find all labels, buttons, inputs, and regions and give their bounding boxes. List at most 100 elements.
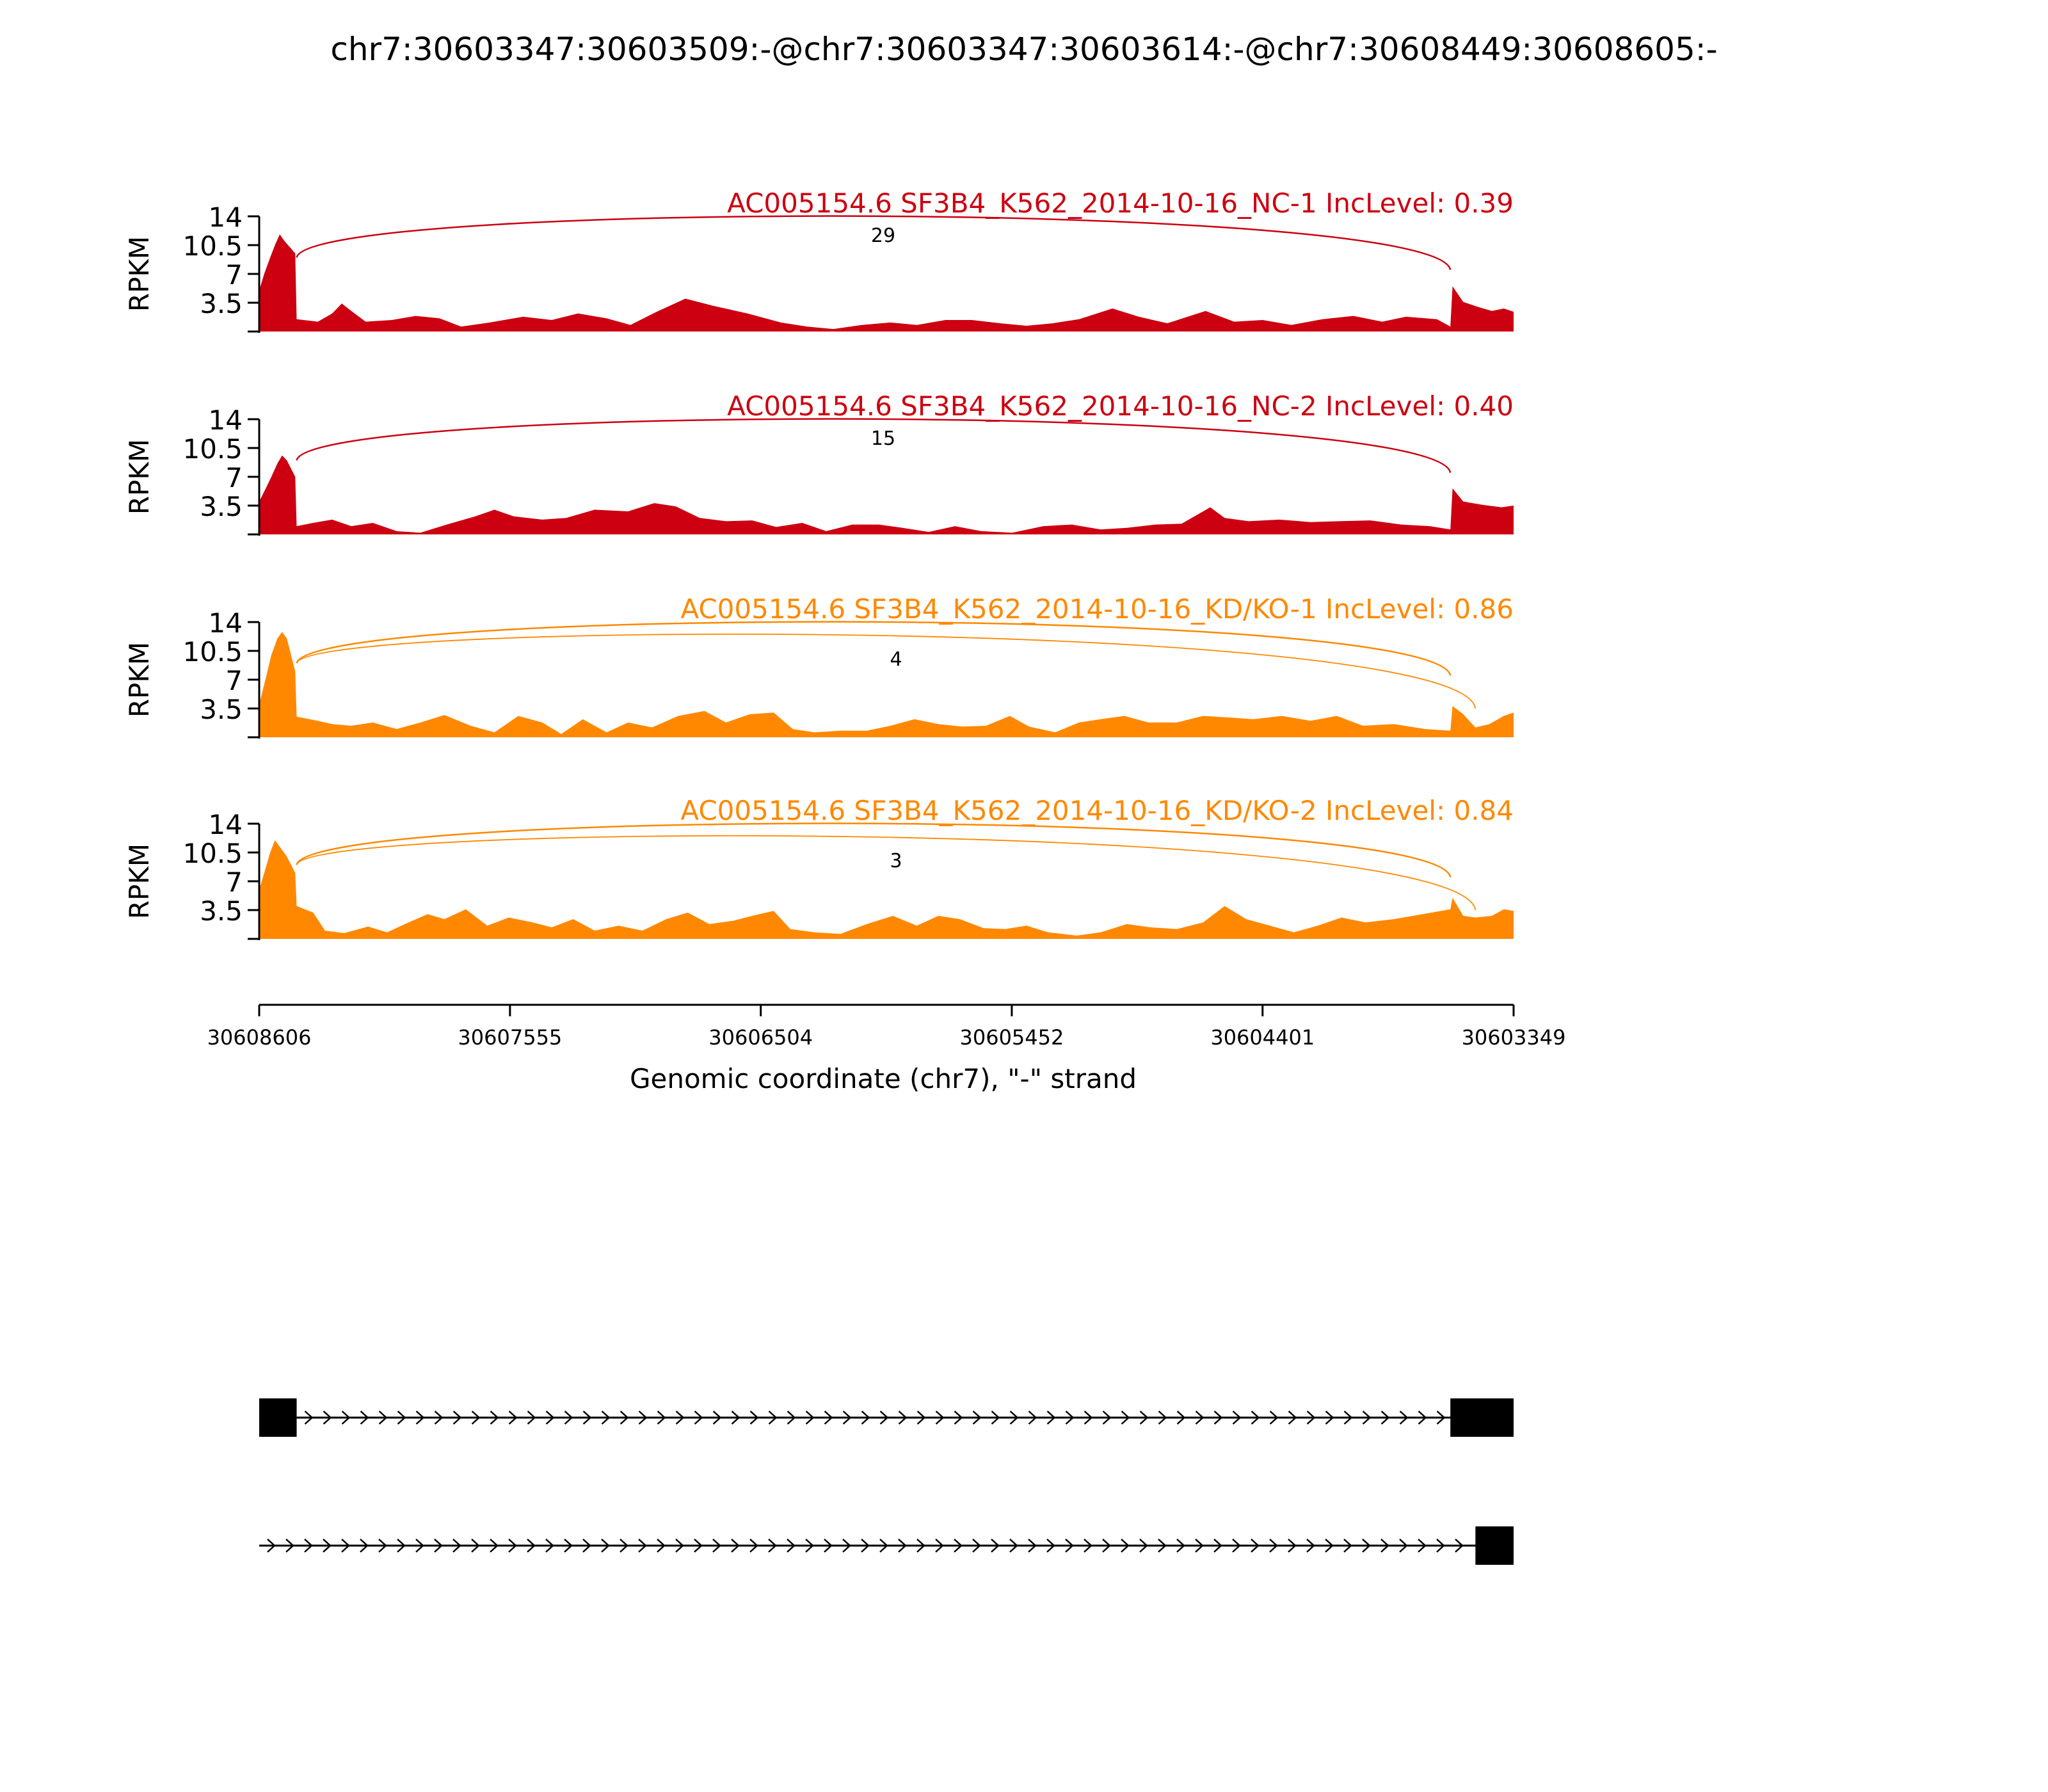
strand-arrow	[1158, 1411, 1167, 1425]
strand-arrow	[1232, 1539, 1241, 1553]
strand-arrow	[1139, 1411, 1149, 1425]
strand-arrow	[1325, 1539, 1334, 1553]
y-tick-label: 3.5	[200, 694, 243, 725]
strand-arrow	[1251, 1411, 1260, 1425]
strand-arrow	[749, 1539, 758, 1553]
junction-count: 29	[871, 225, 895, 247]
strand-arrow	[304, 1411, 314, 1425]
y-axis-label: RPKM	[124, 642, 155, 717]
strand-arrow	[972, 1539, 981, 1553]
strand-arrow	[694, 1411, 703, 1425]
y-axis-label: RPKM	[124, 236, 155, 312]
strand-arrow	[1158, 1539, 1167, 1553]
strand-arrow	[1065, 1539, 1074, 1553]
strand-arrow	[341, 1411, 351, 1425]
strand-arrow	[1306, 1411, 1316, 1425]
strand-arrow	[1288, 1539, 1297, 1553]
coverage-area	[259, 840, 1514, 939]
strand-arrow	[545, 1411, 555, 1425]
strand-arrow	[397, 1539, 406, 1553]
strand-arrow	[1269, 1539, 1278, 1553]
x-tick-label: 30606504	[708, 1025, 813, 1050]
strand-arrow	[1028, 1411, 1037, 1425]
strand-arrow	[601, 1539, 610, 1553]
strand-arrow	[638, 1411, 648, 1425]
strand-arrow	[768, 1539, 777, 1553]
strand-arrow	[1288, 1411, 1297, 1425]
strand-arrow	[787, 1539, 796, 1553]
junction-arc	[296, 835, 1476, 911]
strand-arrow	[898, 1411, 908, 1425]
strand-arrow	[620, 1411, 629, 1425]
junction-count: 15	[871, 428, 895, 450]
strand-arrow	[1121, 1539, 1130, 1553]
strand-arrow	[842, 1539, 851, 1553]
strand-arrow	[1343, 1411, 1353, 1425]
strand-arrow	[879, 1539, 888, 1553]
strand-arrow	[415, 1539, 424, 1553]
strand-arrow	[415, 1411, 425, 1425]
strand-arrow	[360, 1411, 369, 1425]
strand-arrow	[991, 1539, 1000, 1553]
x-tick-label: 30603349	[1462, 1025, 1566, 1050]
strand-arrow	[805, 1539, 814, 1553]
y-tick-label: 14	[209, 809, 243, 840]
strand-arrow	[749, 1411, 759, 1425]
strand-arrow	[861, 1539, 870, 1553]
strand-arrow	[434, 1539, 443, 1553]
y-axis-label: RPKM	[124, 439, 155, 515]
strand-arrow	[1121, 1411, 1130, 1425]
strand-arrow	[1269, 1411, 1279, 1425]
strand-arrow	[972, 1411, 982, 1425]
strand-arrow	[787, 1411, 796, 1425]
strand-arrow	[731, 1539, 740, 1553]
x-tick-label: 30604401	[1210, 1025, 1315, 1050]
strand-arrow	[1213, 1539, 1222, 1553]
strand-arrow	[1399, 1411, 1409, 1425]
y-tick-label: 3.5	[200, 288, 243, 319]
strand-arrow	[1436, 1411, 1446, 1425]
strand-arrow	[1084, 1411, 1093, 1425]
strand-arrow	[1213, 1411, 1223, 1425]
strand-arrow	[582, 1411, 592, 1425]
strand-arrow	[954, 1539, 963, 1553]
y-tick-label: 14	[209, 404, 243, 436]
junction-count: 4	[890, 648, 902, 671]
coverage-area	[259, 455, 1514, 534]
strand-arrow	[1418, 1539, 1427, 1553]
strand-arrow	[731, 1411, 740, 1425]
strand-arrow	[1195, 1411, 1204, 1425]
strand-arrow	[935, 1539, 944, 1553]
strand-arrow	[1046, 1539, 1055, 1553]
y-tick-label: 10.5	[182, 636, 243, 668]
strand-arrow	[1009, 1411, 1019, 1425]
junction-arc	[296, 621, 1452, 676]
strand-arrow	[824, 1539, 833, 1553]
strand-arrow	[508, 1411, 518, 1425]
strand-arrow	[434, 1411, 444, 1425]
strand-arrow	[378, 1411, 388, 1425]
strand-arrow	[508, 1539, 517, 1553]
x-tick-label: 30608606	[207, 1025, 312, 1050]
strand-arrow	[916, 1539, 925, 1553]
strand-arrow	[1102, 1539, 1111, 1553]
strand-arrow	[378, 1539, 387, 1553]
junction-label-bg	[858, 223, 909, 244]
strand-arrow	[1362, 1539, 1371, 1553]
track-label: AC005154.6 SF3B4_K562_2014-10-16_KD/KO-2…	[680, 795, 1514, 826]
strand-arrow	[397, 1411, 406, 1425]
strand-arrow	[1399, 1539, 1408, 1553]
strand-arrow	[1139, 1539, 1148, 1553]
strand-arrow	[1380, 1539, 1389, 1553]
x-tick-label: 30607555	[458, 1025, 562, 1050]
y-tick-label: 10.5	[182, 230, 243, 262]
strand-arrow	[694, 1539, 703, 1553]
strand-arrow	[360, 1539, 369, 1553]
x-axis: Genomic coordinate (chr7), "-" strand 30…	[207, 1004, 1566, 1094]
strand-arrow	[564, 1539, 573, 1553]
strand-arrow	[452, 1411, 462, 1425]
strand-arrow	[805, 1411, 815, 1425]
